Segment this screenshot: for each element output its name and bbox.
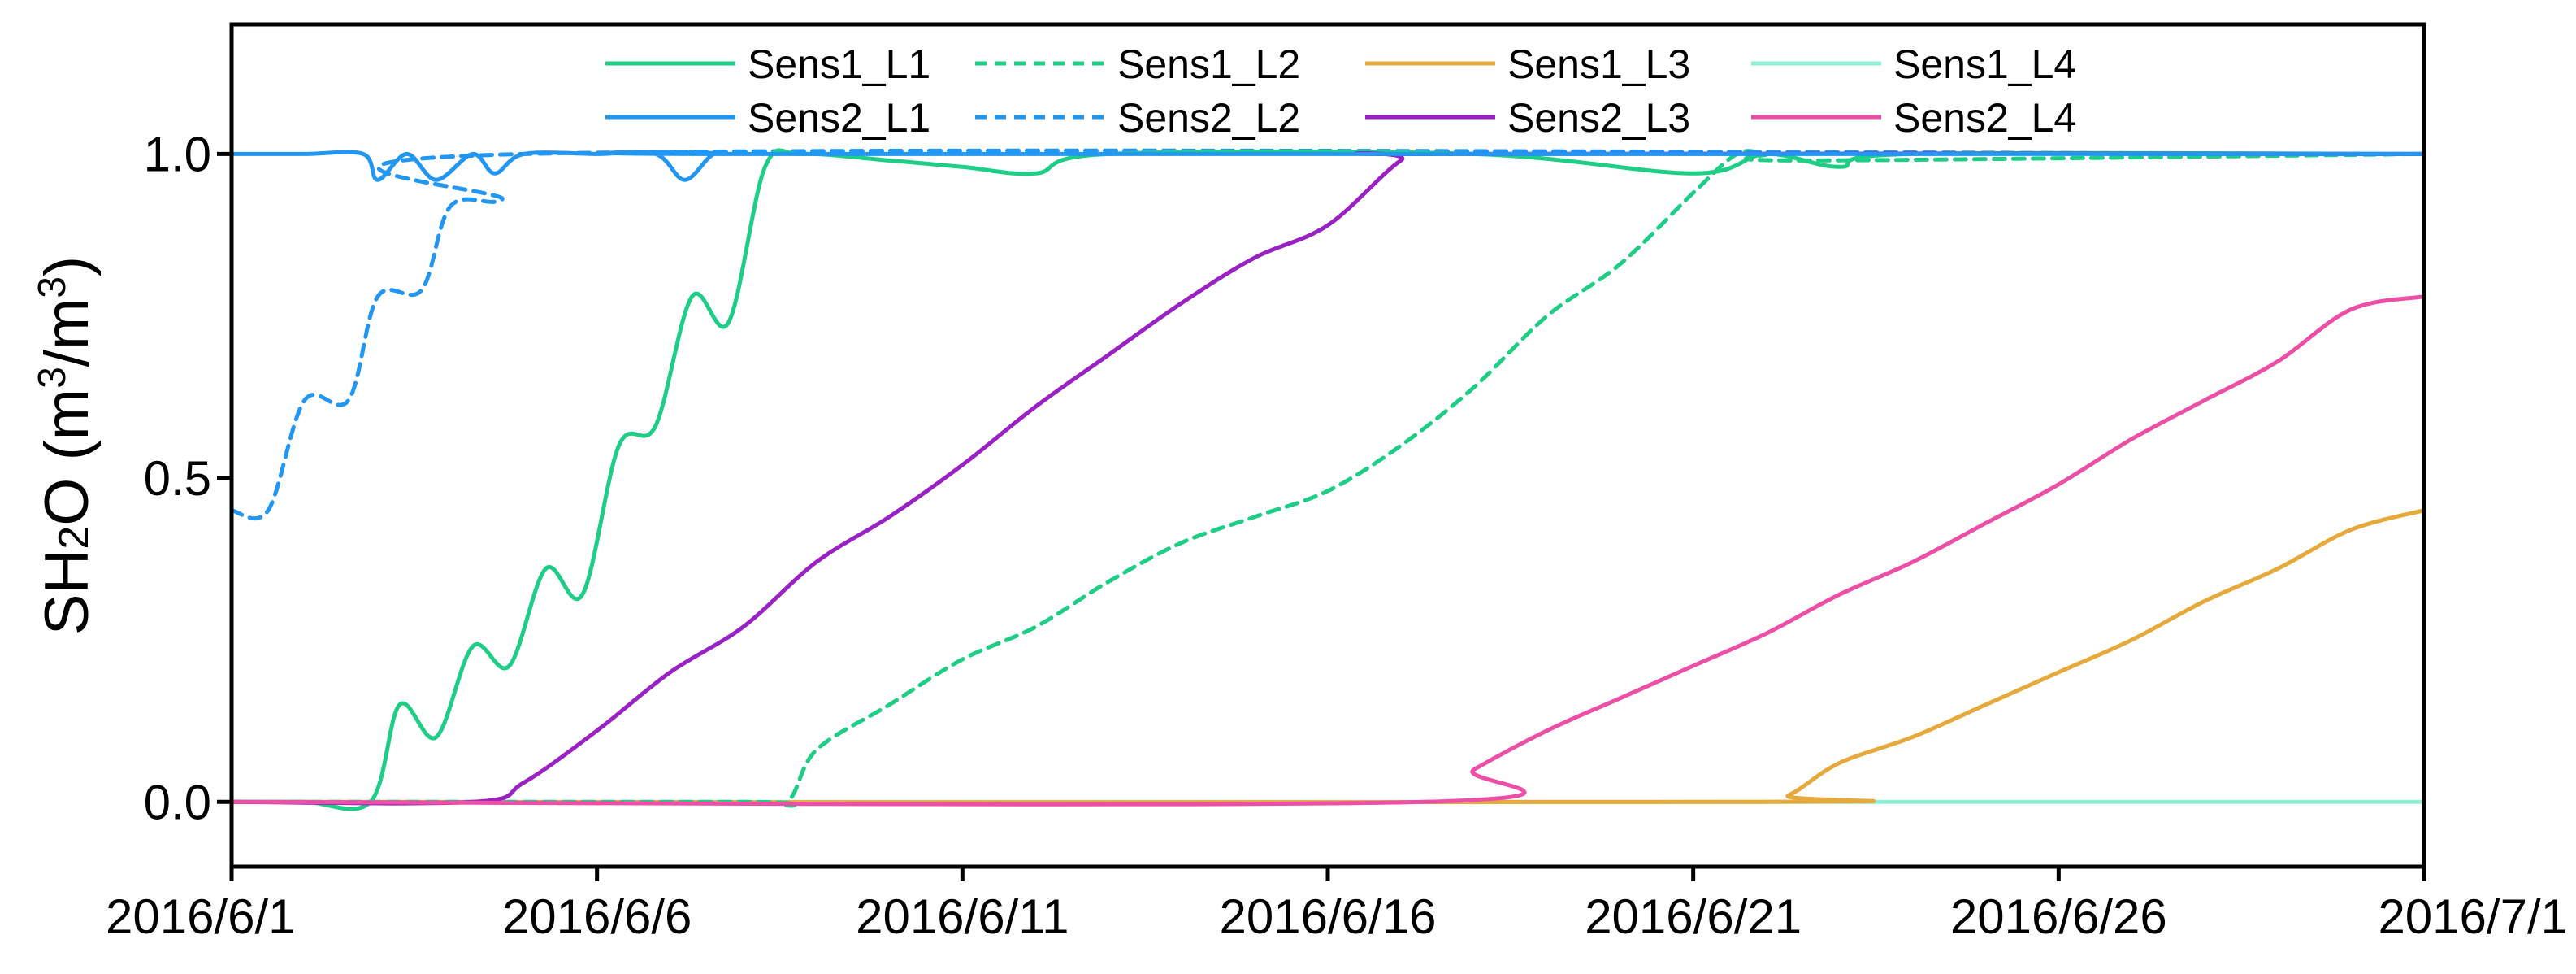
x-tick-label: 2016/6/11	[856, 889, 1069, 944]
legend-label: Sens2_L1	[748, 95, 930, 141]
y-tick-label: 1.0	[144, 127, 211, 181]
series-line-sens1-l1	[229, 148, 2426, 811]
series-line-sens2-l3	[229, 150, 2426, 806]
y-tick-label: 0.5	[144, 451, 211, 506]
legend: Sens1_L1 Sens1_L2 Sens1_L3 Sens1_L4 Sens2_L1…	[605, 41, 2076, 141]
legend-label: Sens1_L2	[1117, 41, 1300, 87]
x-tick-label: 2016/6/21	[1585, 889, 1802, 944]
series-line-sens2-l1	[229, 150, 2426, 182]
legend-label: Sens2_L2	[1117, 95, 1300, 141]
series-line-sens2-l4	[229, 294, 2426, 807]
legend-label: Sens2_L4	[1893, 95, 2076, 141]
x-tick-label: 2016/6/1	[106, 889, 296, 944]
legend-label: Sens2_L3	[1507, 95, 1690, 141]
x-tick-label: 2016/6/26	[1950, 889, 2167, 944]
x-axis: 2016/6/1 2016/6/6 2016/6/11 2016/6/16 2016/6…	[106, 867, 2568, 944]
x-tick-label: 2016/6/6	[502, 889, 692, 944]
legend-label: Sens1_L1	[748, 41, 930, 87]
y-tick-label: 0.0	[144, 775, 211, 829]
y-axis: 0.0 0.5 1.0	[144, 127, 232, 829]
legend-label: Sens1_L3	[1507, 41, 1690, 87]
x-tick-label: 2016/7/1	[2378, 889, 2568, 944]
series-line-sens1-l2	[229, 149, 2426, 808]
legend-label: Sens1_L4	[1893, 41, 2076, 87]
y-axis-title: SH2O (m3/m3)	[31, 256, 102, 636]
series-layer	[229, 148, 2426, 811]
x-tick-label: 2016/6/16	[1220, 889, 1437, 944]
